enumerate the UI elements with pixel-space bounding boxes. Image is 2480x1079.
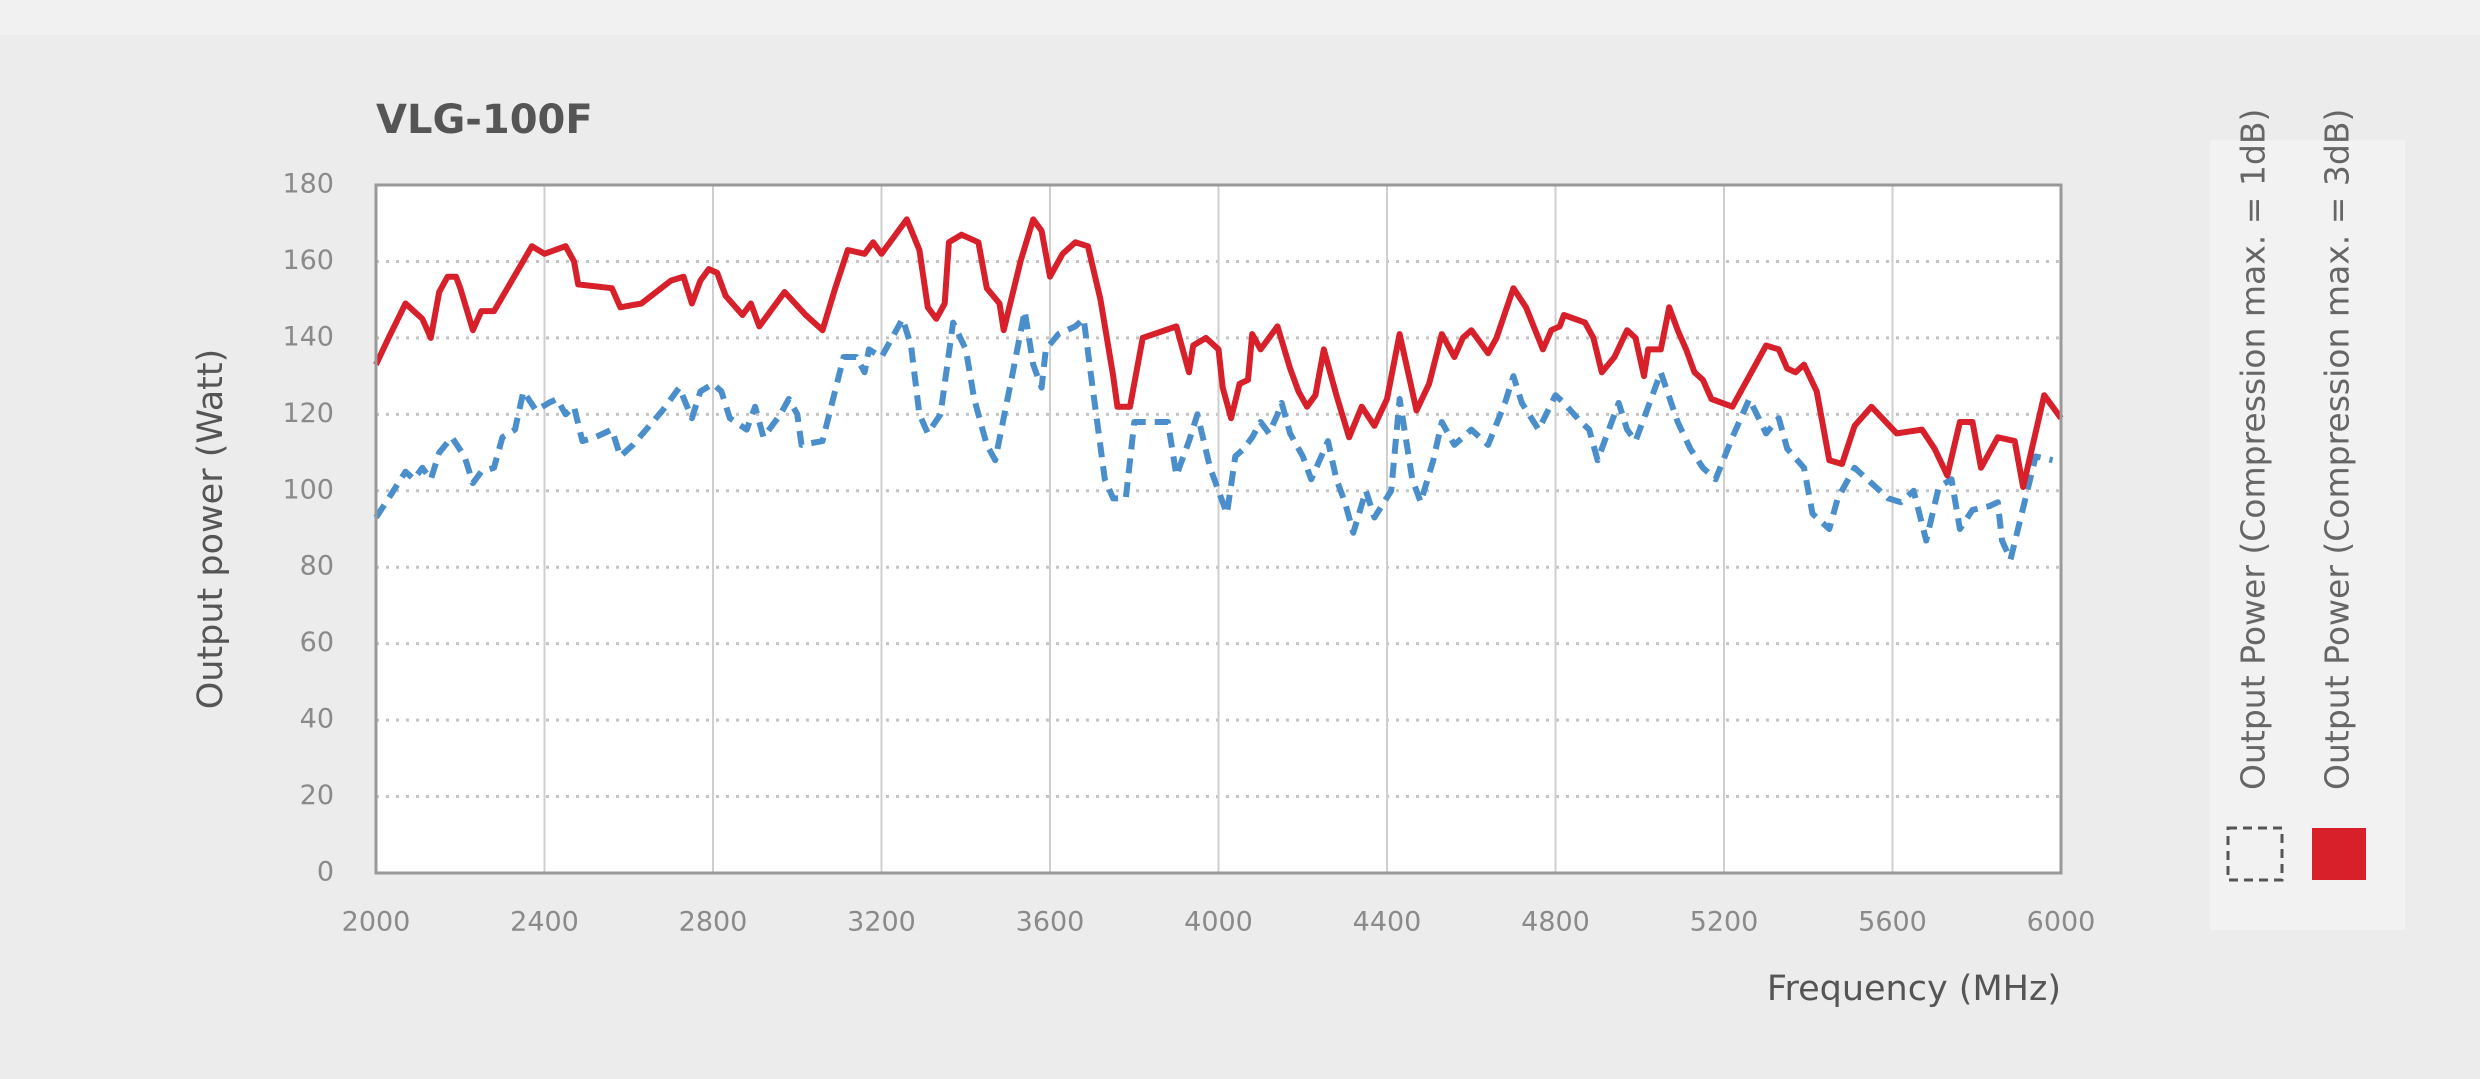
legend-swatch: [2226, 826, 2284, 882]
x-tick-label: 4000: [1184, 907, 1253, 938]
grid: [375, 183, 2062, 875]
legend-panel: [2210, 140, 2405, 930]
x-tick-label: 3200: [847, 907, 916, 938]
y-tick-label: 100: [282, 474, 334, 505]
legend-label: Output Power (Compression max. = 1dB): [2234, 109, 2273, 790]
legend: Output Power (Compression max. = 1dB) Out…: [2226, 109, 2366, 882]
y-tick-label: 140: [282, 321, 334, 352]
series-line: [373, 216, 2064, 490]
x-axis-title: Frequency (MHz): [1767, 969, 2061, 1009]
x-tick-label: 5600: [1858, 907, 1927, 938]
y-tick-label: 180: [282, 169, 334, 200]
legend-swatch: [2312, 828, 2366, 880]
x-tick-label: 2800: [679, 907, 748, 938]
x-tick-label: 6000: [2027, 907, 2096, 938]
y-tick-label: 60: [300, 627, 334, 658]
x-tick-label: 4800: [1521, 907, 1590, 938]
plot-border: [374, 183, 2063, 875]
x-tick-label: 3600: [1016, 907, 1085, 938]
y-tick-label: 40: [300, 704, 334, 735]
top-band: [0, 0, 2480, 35]
x-tick-label: 5200: [1690, 907, 1759, 938]
y-tick-label: 160: [282, 245, 334, 276]
x-tick-label: 4400: [1353, 907, 1422, 938]
y-tick-label: 120: [282, 398, 334, 429]
chart-title: VLG-100F: [376, 97, 593, 143]
lines: [373, 216, 2064, 563]
x-tick-label: 2000: [342, 907, 411, 938]
y-tick-label: 80: [300, 551, 334, 582]
y-tick-label: 0: [317, 857, 334, 888]
legend-label: Output Power (Compression max. = 3dB): [2318, 109, 2357, 790]
series-line: [373, 308, 2054, 563]
y-tick-label: 20: [300, 780, 334, 811]
y-axis-title: Output power (Watt): [191, 349, 231, 710]
x-tick-label: 2400: [510, 907, 579, 938]
